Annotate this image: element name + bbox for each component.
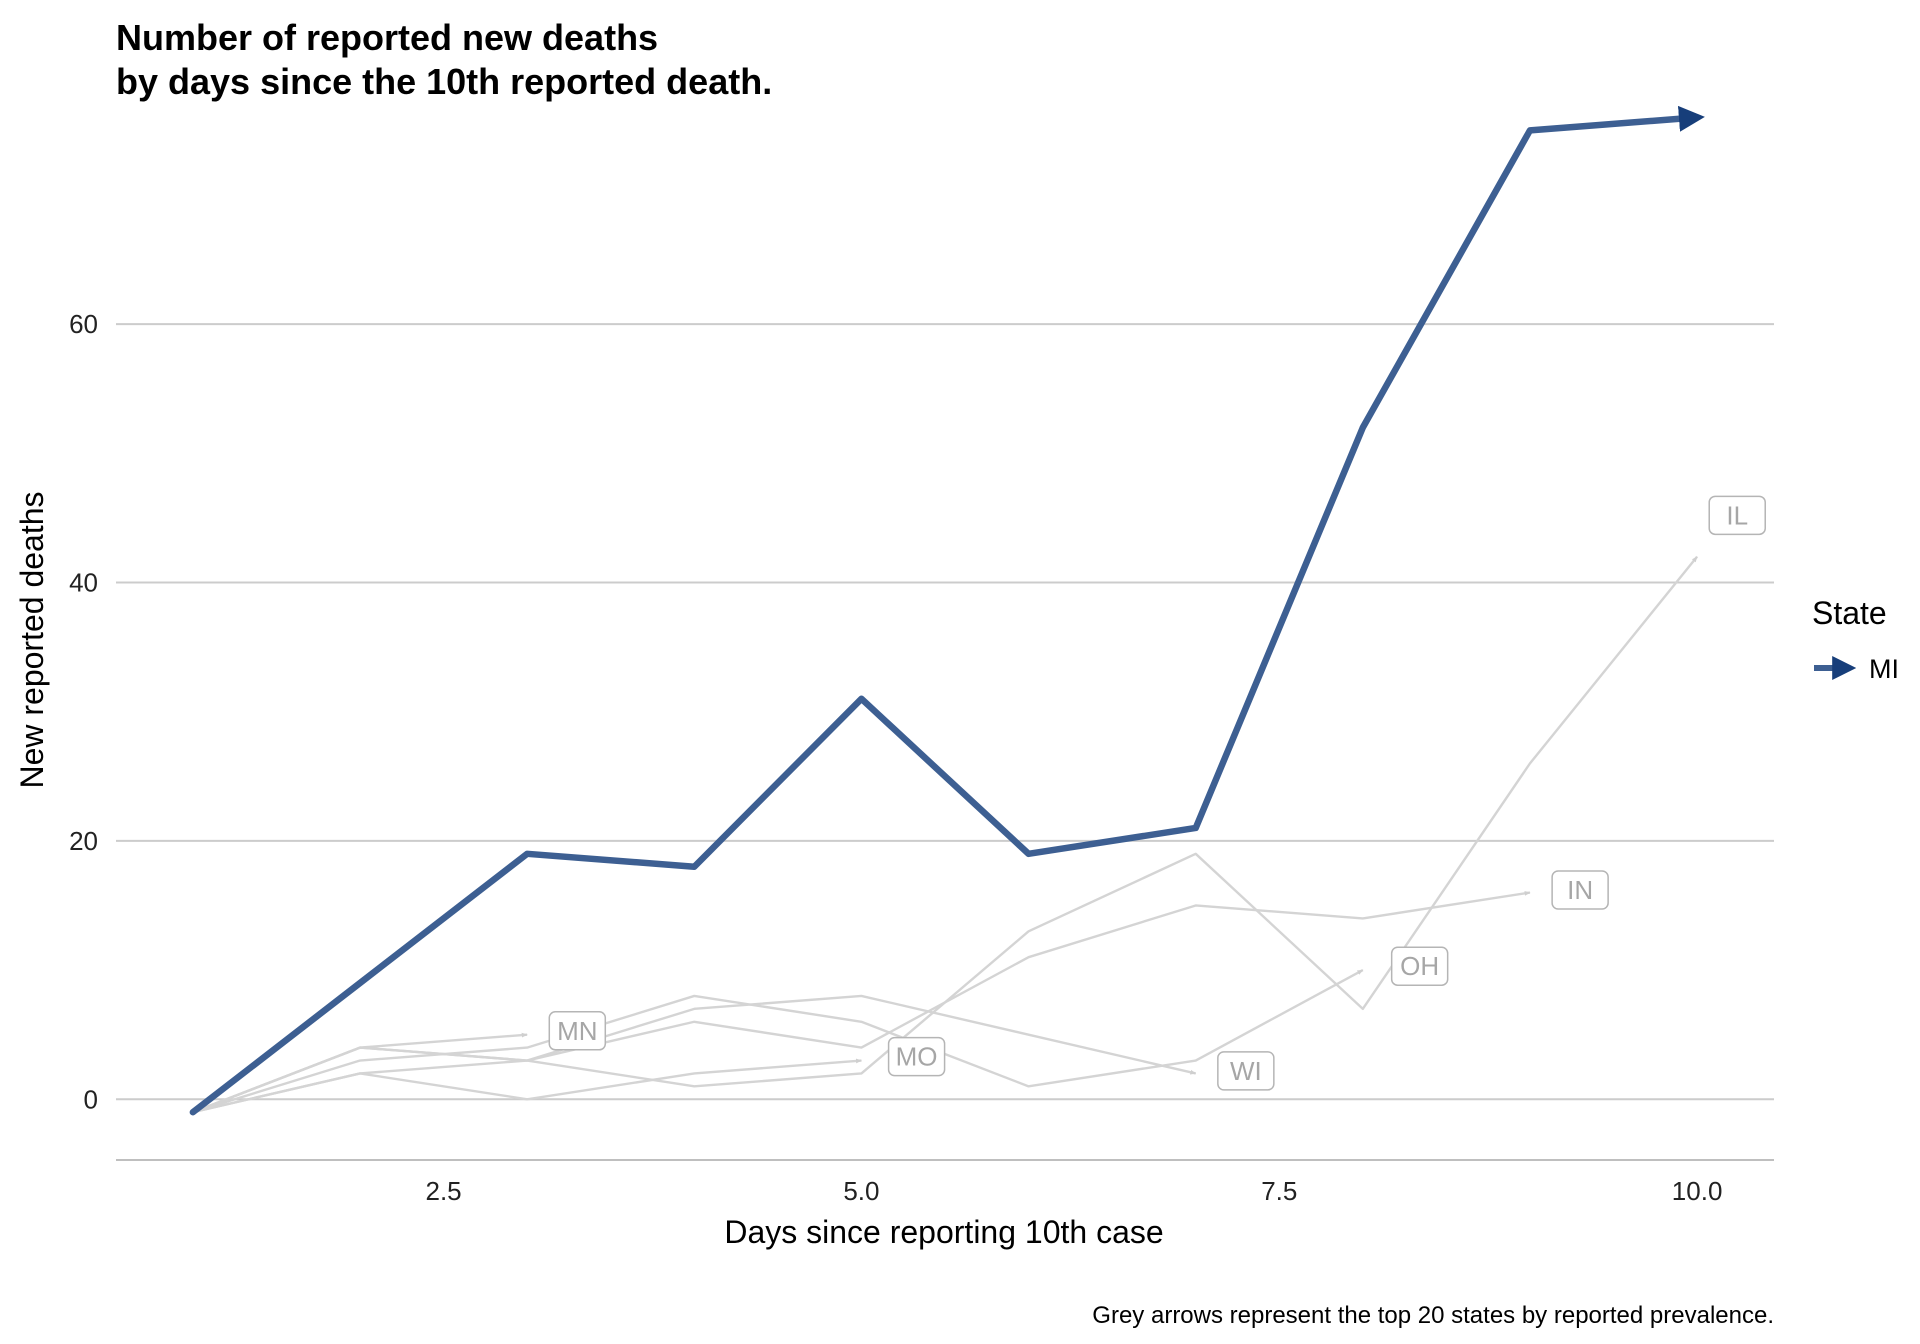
legend-title: State (1812, 595, 1887, 631)
series-line-wi (192, 994, 1197, 1114)
y-tick-label: 40 (69, 568, 98, 598)
tick-labels: 0 20 40 60 2.5 5.0 7.5 10.0 (69, 309, 1722, 1206)
series-line-mi (189, 105, 1705, 1116)
grey-series-group (192, 555, 1699, 1114)
state-label-text: IL (1726, 500, 1748, 530)
series-line-oh (192, 969, 1364, 1114)
state-labels: MN MO WI OH IN IL (548, 495, 1766, 1091)
series-line-mo (192, 1058, 863, 1114)
state-label-mo: MO (887, 1036, 946, 1077)
y-axis-title: New reported deaths (14, 491, 50, 788)
x-tick-label: 10.0 (1672, 1176, 1723, 1206)
state-label-text: MO (896, 1042, 938, 1072)
state-label-oh: OH (1390, 946, 1449, 986)
state-label-box (1708, 495, 1766, 536)
state-label-text: MN (557, 1016, 597, 1046)
state-label-wi: WI (1217, 1051, 1275, 1091)
state-label-text: WI (1230, 1056, 1262, 1086)
x-tick-label: 7.5 (1261, 1176, 1297, 1206)
x-tick-label: 2.5 (426, 1176, 462, 1206)
x-axis-title: Days since reporting 10th case (724, 1214, 1163, 1250)
title-line-1: Number of reported new deaths (116, 17, 658, 58)
state-label-box (887, 1036, 946, 1077)
state-label-box (1551, 870, 1609, 910)
legend-label-mi: MI (1869, 654, 1899, 684)
x-tick-label: 5.0 (843, 1176, 879, 1206)
title-line-2: by days since the 10th reported death. (116, 61, 772, 102)
chart-title: Number of reported new deaths by days si… (116, 17, 772, 102)
y-tick-label: 0 (84, 1084, 98, 1114)
state-label-il: IL (1708, 495, 1766, 536)
series-line-il (192, 555, 1699, 1114)
highlight-series-group (189, 105, 1705, 1116)
y-tick-label: 20 (69, 826, 98, 856)
state-label-in: IN (1551, 870, 1609, 910)
grid (116, 323, 1774, 1101)
caption: Grey arrows represent the top 20 states … (1092, 1302, 1774, 1329)
state-label-text: IN (1567, 875, 1593, 905)
state-label-box (548, 1011, 607, 1051)
state-label-text: OH (1400, 951, 1439, 981)
legend: State MI (1812, 595, 1899, 684)
state-label-box (1217, 1051, 1275, 1091)
state-label-box (1390, 946, 1449, 986)
y-tick-label: 60 (69, 309, 98, 339)
state-label-mn: MN (548, 1011, 607, 1051)
